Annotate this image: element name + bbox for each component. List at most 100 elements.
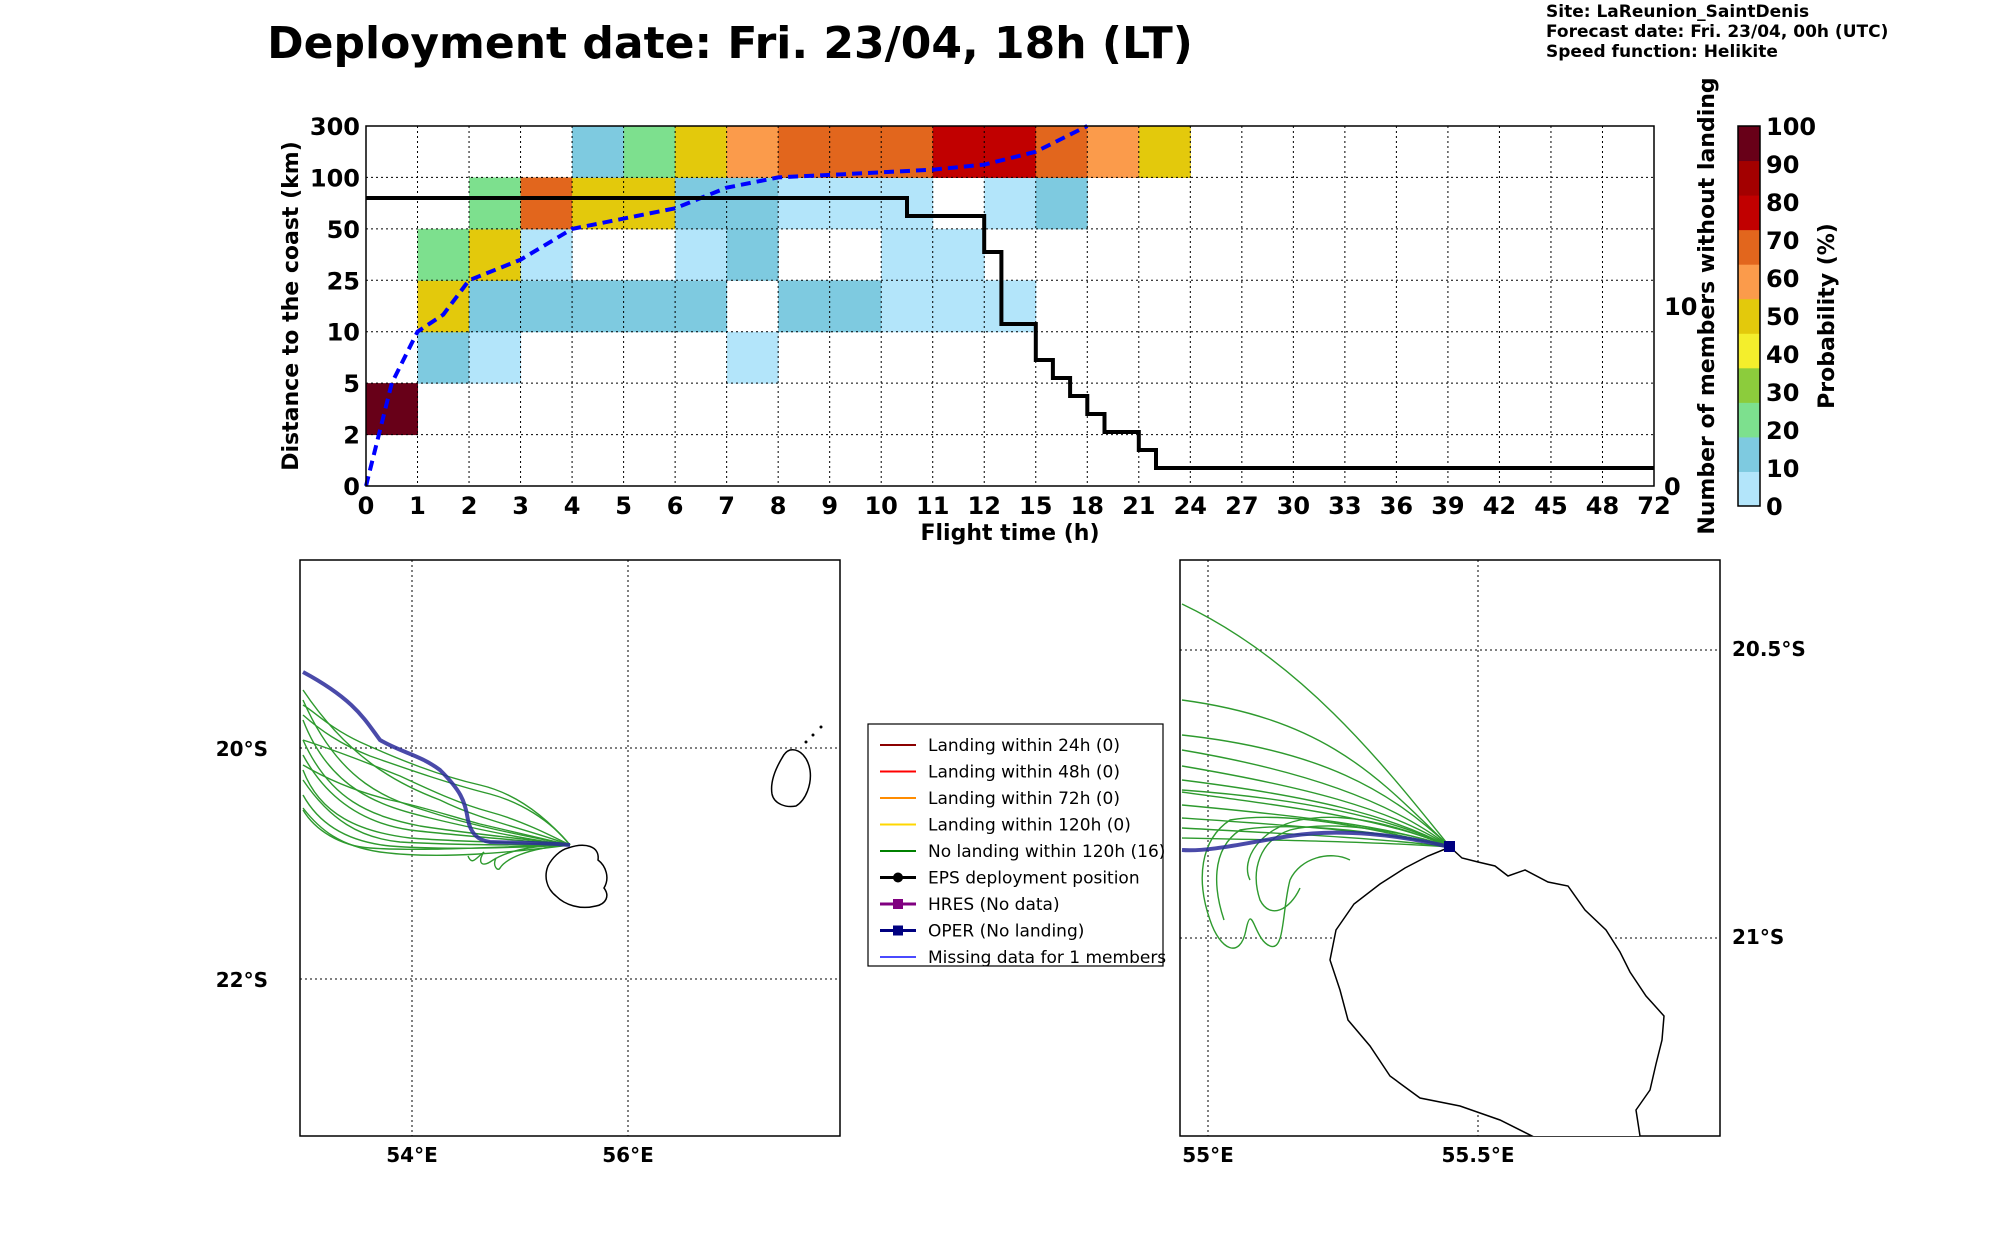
heatmap-cell bbox=[829, 177, 882, 230]
legend-marker bbox=[893, 925, 903, 936]
heatmap-cell bbox=[829, 126, 882, 178]
legend-label: Landing within 48h (0) bbox=[928, 763, 1120, 783]
colorbar-tick-label: 0 bbox=[1766, 493, 1783, 521]
colorbar-segment bbox=[1738, 126, 1760, 162]
right-map-lon-label: 55.5°E bbox=[1441, 1143, 1514, 1167]
colorbar-tick-label: 30 bbox=[1766, 379, 1799, 407]
colorbar-tick-labels: 0 10 20 30 40 50 60 70 80 90 100 bbox=[1766, 113, 1816, 521]
oper-track-zoom bbox=[1181, 830, 1451, 853]
heatmap-cell bbox=[1138, 126, 1191, 178]
colorbar-tick-label: 50 bbox=[1766, 303, 1799, 331]
reunion-island-outline bbox=[545, 844, 608, 909]
y-tick-label: 100 bbox=[310, 164, 360, 192]
x-tick-label: 33 bbox=[1328, 492, 1361, 520]
legend-marker bbox=[893, 899, 903, 909]
x-tick-label: 21 bbox=[1122, 492, 1155, 520]
legend-label: Missing data for 1 members bbox=[928, 948, 1166, 968]
heatmap-cell bbox=[675, 280, 728, 333]
x-tick-label: 7 bbox=[718, 492, 735, 520]
x-tick-label: 3 bbox=[512, 492, 529, 520]
heatmap-cell bbox=[726, 228, 779, 281]
colorbar-tick-label: 20 bbox=[1766, 417, 1799, 445]
colorbar-tick-label: 80 bbox=[1766, 189, 1799, 217]
x-tick-label: 39 bbox=[1431, 492, 1464, 520]
heatmap-cell bbox=[675, 126, 728, 178]
x-tick-label: 42 bbox=[1483, 492, 1516, 520]
ensemble-track bbox=[302, 719, 571, 846]
legend: Landing within 24h (0) Landing within 48h… bbox=[867, 723, 1166, 968]
ensemble-track bbox=[1181, 827, 1451, 848]
heatmap-cell bbox=[726, 126, 779, 178]
colorbar-tick-label: 60 bbox=[1766, 265, 1799, 293]
legend-label: HRES (No data) bbox=[928, 895, 1060, 915]
ensemble-track bbox=[302, 704, 571, 846]
left-map-ensemble-tracks bbox=[302, 689, 571, 870]
heatmap-cell bbox=[1087, 126, 1140, 178]
x-tick-labels: 0 1 2 3 4 5 6 7 8 9 10 11 12 15 18 21 24 27 30 33 36 39 42 45 48… bbox=[358, 492, 1671, 520]
ensemble-track bbox=[302, 794, 571, 849]
legend-label: Landing within 24h (0) bbox=[928, 736, 1120, 756]
ensemble-track bbox=[302, 714, 571, 846]
speed-function-label: Speed function: Helikite bbox=[1546, 42, 1778, 62]
heatmap-cell bbox=[469, 228, 522, 281]
island-dot bbox=[811, 733, 815, 737]
y-tick-label: 50 bbox=[327, 216, 360, 244]
heatmap-cell bbox=[469, 280, 522, 333]
colorbar-segment bbox=[1738, 436, 1760, 472]
colorbar-segment bbox=[1738, 195, 1760, 231]
island-dot bbox=[804, 740, 808, 744]
y-right-axis-label: Number of members without landing bbox=[1695, 77, 1720, 534]
heatmap-cell bbox=[726, 331, 779, 384]
right-map-lon-label: 55°E bbox=[1182, 1143, 1234, 1167]
colorbar-label: Probability (%) bbox=[1815, 223, 1840, 409]
ensemble-track bbox=[302, 739, 571, 846]
legend-label: OPER (No landing) bbox=[928, 922, 1084, 942]
ensemble-track bbox=[1181, 789, 1451, 848]
heatmap-cell bbox=[520, 228, 573, 281]
heatmap-cell bbox=[417, 228, 470, 281]
heatmap-cell bbox=[675, 228, 728, 281]
chart-title: Deployment date: Fri. 23/04, 18h (LT) bbox=[267, 18, 1193, 69]
ensemble-track bbox=[1181, 765, 1451, 848]
heatmap-cell bbox=[520, 177, 573, 230]
y-right-tick-labels: 0 10 bbox=[1664, 293, 1697, 501]
colorbar-tick-label: 10 bbox=[1766, 455, 1799, 483]
left-map-lat-label: 22°S bbox=[216, 968, 268, 992]
ensemble-track bbox=[1181, 749, 1451, 848]
colorbar-segment bbox=[1738, 229, 1760, 265]
ensemble-track bbox=[493, 844, 571, 870]
heatmap-cell bbox=[572, 280, 625, 333]
site-info: Site: LaReunion_SaintDenis Forecast date… bbox=[1546, 2, 1888, 62]
heatmap-cell bbox=[572, 126, 625, 178]
colorbar-tick-label: 40 bbox=[1766, 341, 1799, 369]
heatmap-cell bbox=[623, 126, 676, 178]
heatmap-frame bbox=[365, 125, 1655, 487]
x-tick-label: 36 bbox=[1380, 492, 1413, 520]
legend-marker bbox=[893, 872, 903, 883]
x-tick-label: 24 bbox=[1174, 492, 1207, 520]
ensemble-track bbox=[302, 699, 571, 846]
ensemble-track bbox=[467, 844, 571, 865]
legend-label: No landing within 120h (16) bbox=[928, 842, 1165, 862]
heatmap-cell bbox=[778, 280, 831, 333]
members-without-landing-line bbox=[366, 196, 1654, 470]
x-tick-label: 6 bbox=[667, 492, 684, 520]
colorbar-segment bbox=[1738, 298, 1760, 334]
deployment-position-marker bbox=[1444, 841, 1455, 852]
left-map-lon-label: 56°E bbox=[602, 1143, 654, 1167]
ensemble-track bbox=[1246, 816, 1451, 881]
y-tick-label: 2 bbox=[343, 422, 360, 450]
y-tick-label: 0 bbox=[343, 473, 360, 501]
heatmap-cell bbox=[1035, 126, 1088, 178]
x-tick-label: 30 bbox=[1277, 492, 1310, 520]
colorbar-tick-label: 90 bbox=[1766, 151, 1799, 179]
x-tick-label: 45 bbox=[1534, 492, 1567, 520]
site-label: Site: LaReunion_SaintDenis bbox=[1546, 2, 1810, 22]
heatmap-cell bbox=[366, 383, 419, 436]
reunion-island-outline-zoom bbox=[1329, 846, 1665, 1136]
right-map: 20.5°S 21°S 55°E 55.5°E bbox=[1179, 559, 1806, 1167]
x-tick-label: 9 bbox=[821, 492, 838, 520]
y-axis-label: Distance to the coast (km) bbox=[279, 141, 304, 471]
legend-items: Landing within 24h (0) Landing within 48h… bbox=[880, 736, 1166, 968]
